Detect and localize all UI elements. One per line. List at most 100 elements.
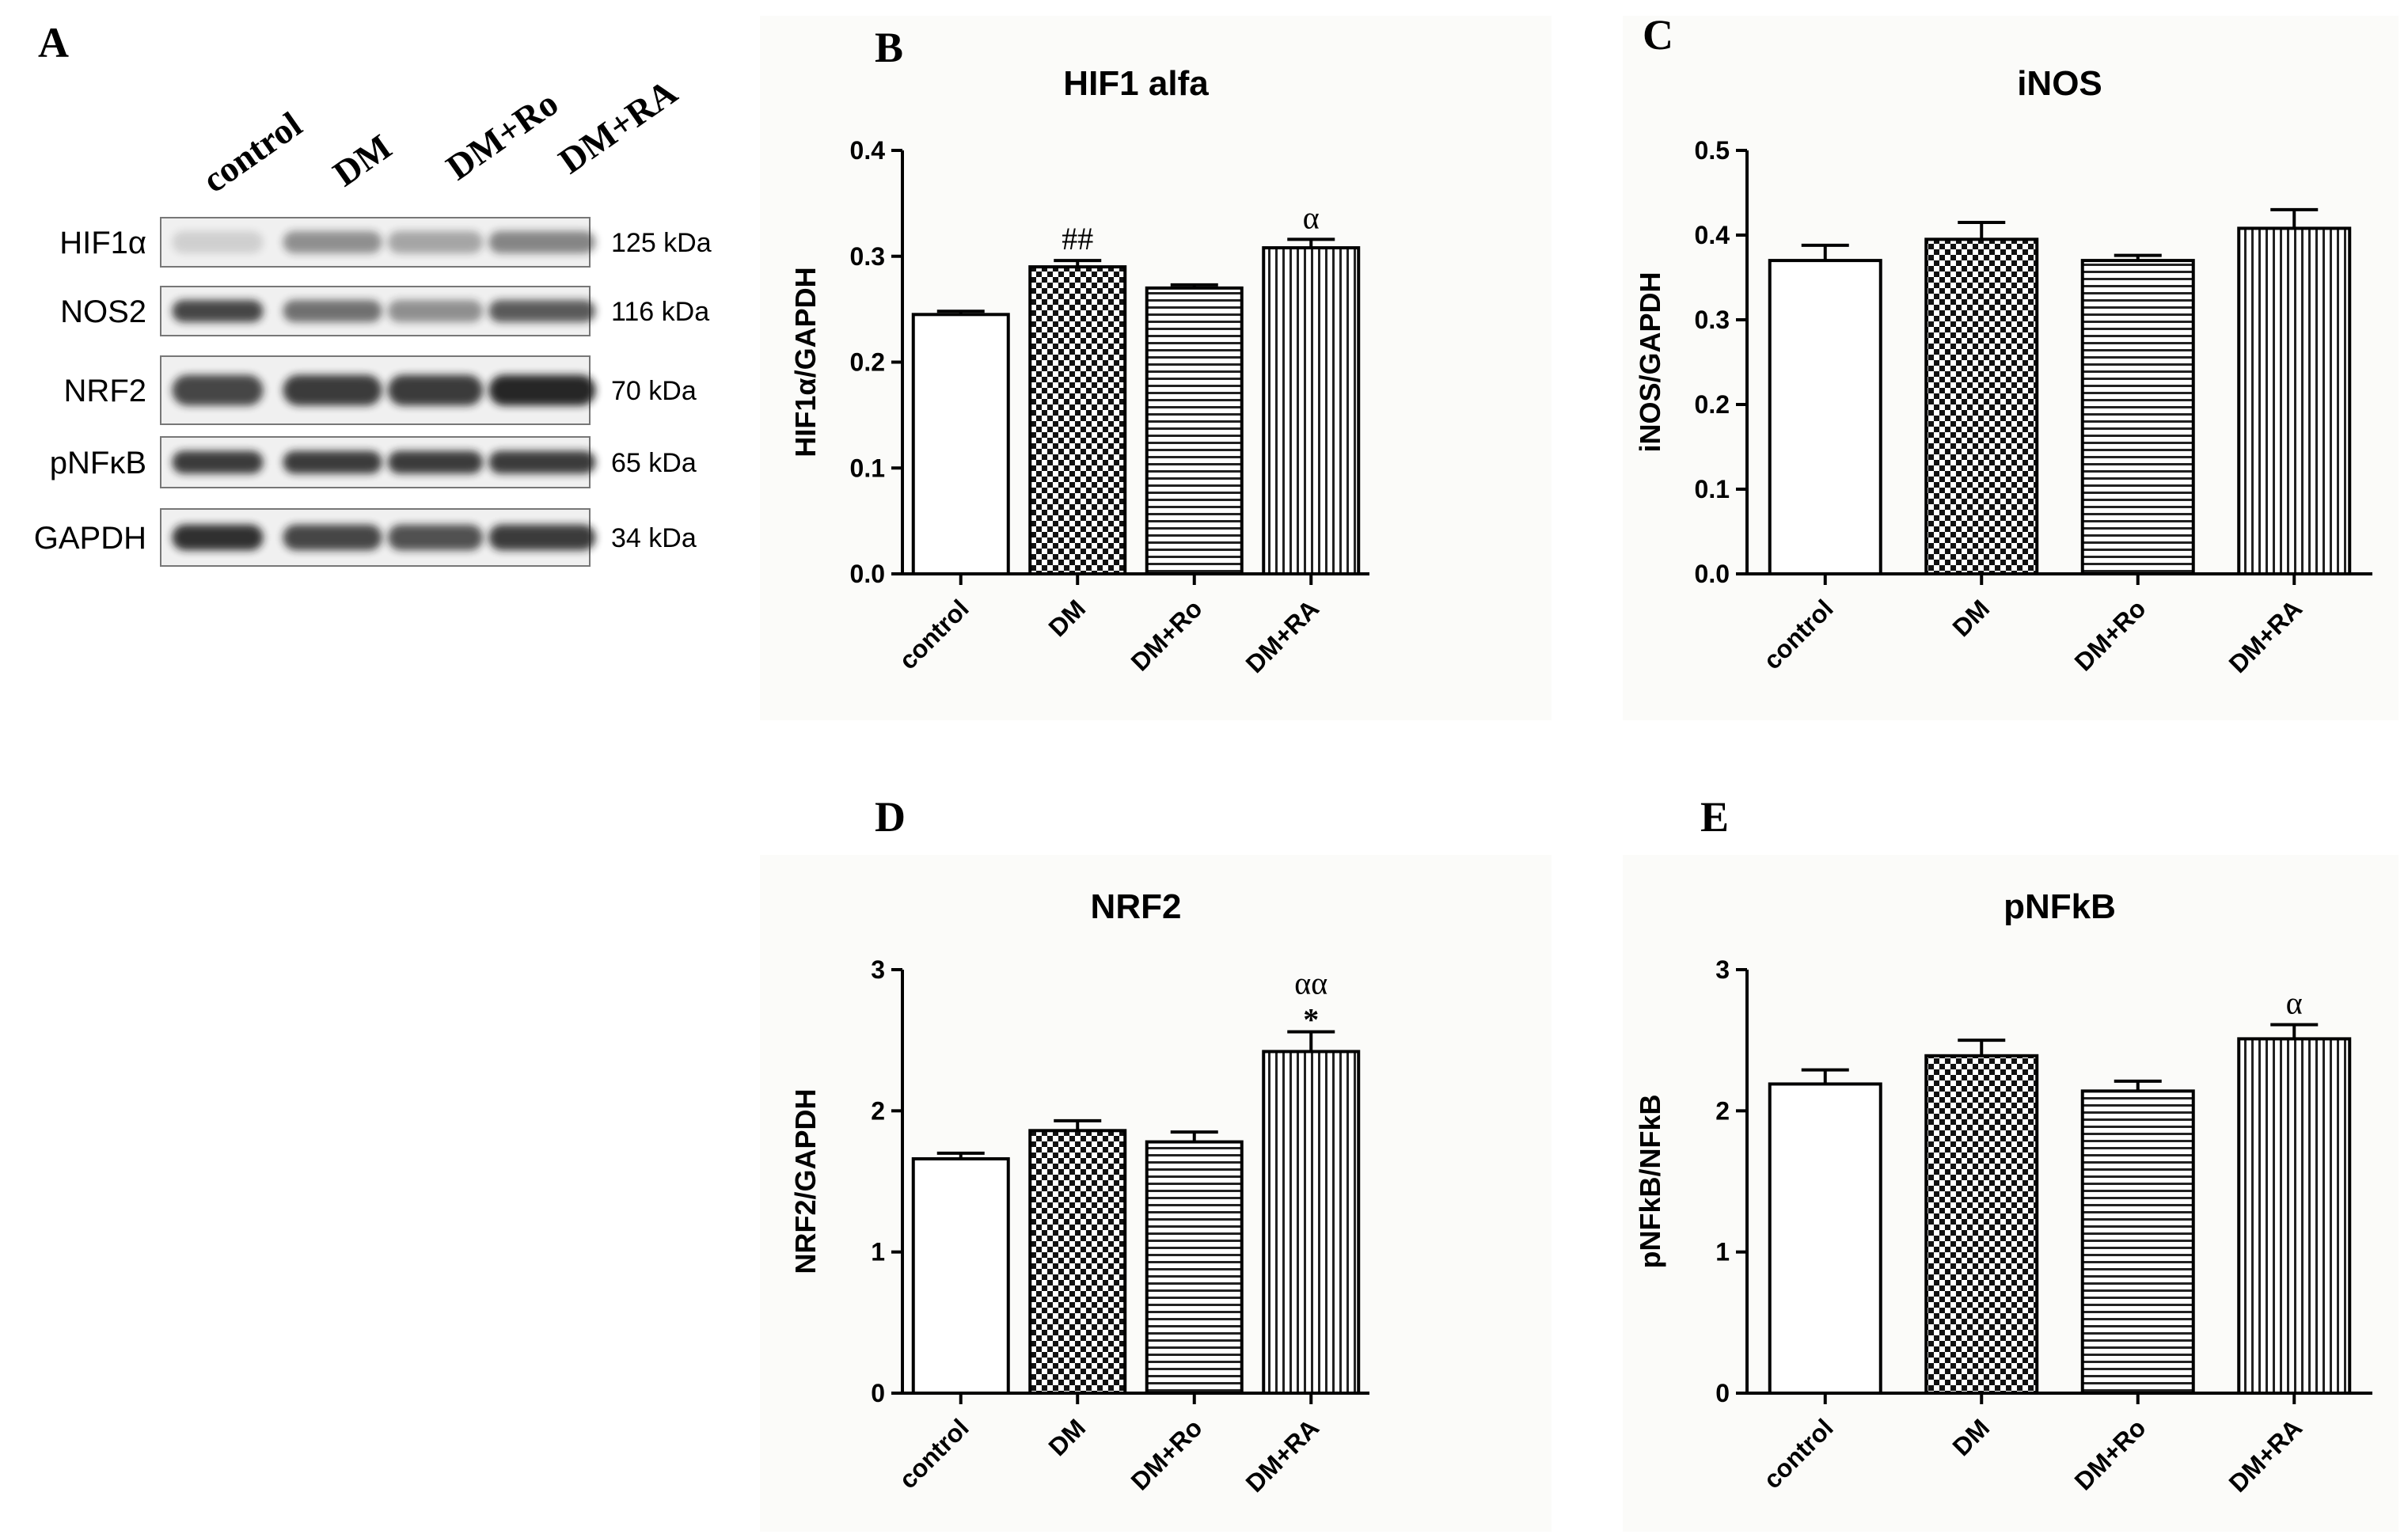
significance-annotation: αα [1294,965,1327,1001]
y-tick-label: 0 [871,1379,885,1407]
bar [1768,259,1882,575]
y-tick-label: 0.2 [850,348,885,377]
blot-band [388,300,483,322]
y-tick-label: 2 [1715,1096,1730,1125]
blot-band [488,300,596,322]
y-tick-label: 2 [871,1096,885,1125]
panel-letter-a: A [38,19,69,66]
y-tick-label: 0.1 [1695,475,1730,503]
panel-letter-b: B [875,24,903,71]
y-tick-label: 0.3 [1695,306,1730,334]
y-tick-label: 1 [871,1238,885,1266]
chart-title: NRF2 [1091,887,1182,926]
blot-band [283,524,382,551]
bar [911,1156,1010,1395]
y-tick-label: 3 [1715,955,1730,984]
blot-row: pNFκB 65 kDa [50,436,697,488]
bar [2237,226,2352,575]
y-tick-label: 3 [871,955,885,984]
bar [2080,259,2195,575]
blot-band [172,231,264,253]
y-tick-label: 0.5 [1695,136,1730,165]
blot-lane-header: DM+Ro [439,82,565,188]
y-axis-label: NRF2/GAPDH [789,1088,822,1274]
blot-kda-label: 116 kDa [611,297,709,327]
panel-letter-d: D [875,793,906,841]
y-axis-label: pNFkB/NFkB [1634,1094,1666,1268]
significance-annotation: α [2286,985,2303,1021]
chart-panel-c: C iNOS0.00.10.20.30.40.5iNOS/GAPDHcontro… [1623,11,2399,720]
blot-band [172,300,264,322]
blot-band [172,450,264,474]
bar [1262,246,1361,575]
bar [1768,1082,1882,1395]
blot-protein-label: HIF1α [59,226,146,260]
blot-row: HIF1α 125 kDa [59,217,712,268]
blot-band [283,374,382,406]
y-axis-label: HIF1α/GAPDH [789,267,822,457]
y-tick-label: 0 [1715,1379,1730,1407]
chart-title: HIF1 alfa [1063,64,1209,103]
bar [911,313,1010,575]
y-tick-label: 0.3 [850,242,885,271]
bar [2080,1089,2195,1396]
blot-protein-label: NOS2 [60,294,146,329]
blot-kda-label: 34 kDa [611,523,697,553]
blot-band [172,374,264,406]
blot-band [283,450,382,474]
blot-band [388,374,483,406]
bar [1924,1054,2039,1395]
significance-annotation: ## [1062,221,1093,256]
blot-lane-header: DM+RA [551,71,684,181]
y-tick-label: 0.2 [1695,390,1730,419]
y-axis-label: iNOS/GAPDH [1634,272,1666,452]
blot-kda-label: 125 kDa [611,228,712,258]
chart-title: pNFkB [2004,887,2116,926]
blot-band [172,524,264,551]
blot-lane-header: DM [325,126,398,194]
blot-row: NRF2 70 kDa [64,355,697,425]
y-tick-label: 1 [1715,1238,1730,1266]
blot-band [488,524,596,551]
blot-band [388,524,483,551]
blot-band [283,231,382,253]
bar [1145,1140,1244,1395]
blot-band [283,300,382,322]
bar [2237,1037,2352,1395]
blot-row: GAPDH 34 kDa [34,508,697,567]
chart-title: iNOS [2017,64,2102,103]
blot-rows: HIF1α 125 kDa NOS2 116 kDa NRF2 70 kDa pNFκB 65… [34,217,712,567]
blot-kda-label: 70 kDa [611,376,697,406]
y-tick-label: 0.1 [850,454,885,482]
y-tick-label: 0.4 [850,136,886,165]
blot-band [488,374,596,406]
blot-protein-label: pNFκB [50,446,146,480]
blot-kda-label: 65 kDa [611,448,697,478]
blot-band [488,450,596,474]
bar [1262,1050,1361,1396]
chart-panel-b: B HIF1 alfa0.00.10.20.30.4HIF1α/GAPDHcon… [760,16,1552,720]
y-tick-label: 0.0 [850,560,885,588]
blot-protein-label: NRF2 [64,374,146,408]
significance-annotation: α [1303,199,1320,235]
blot-band [388,450,483,474]
bar [1028,1129,1127,1396]
blot-lane-header: control [195,104,309,200]
y-tick-label: 0.0 [1695,560,1730,588]
blot-band [388,231,483,253]
panel-letter-e: E [1700,793,1729,841]
panel-letter-c: C [1643,11,1673,59]
y-tick-label: 0.4 [1695,221,1730,249]
bar [1028,265,1127,575]
blot-protein-label: GAPDH [34,521,146,556]
blot-row: NOS2 116 kDa [60,286,709,336]
bar [1924,237,2039,575]
